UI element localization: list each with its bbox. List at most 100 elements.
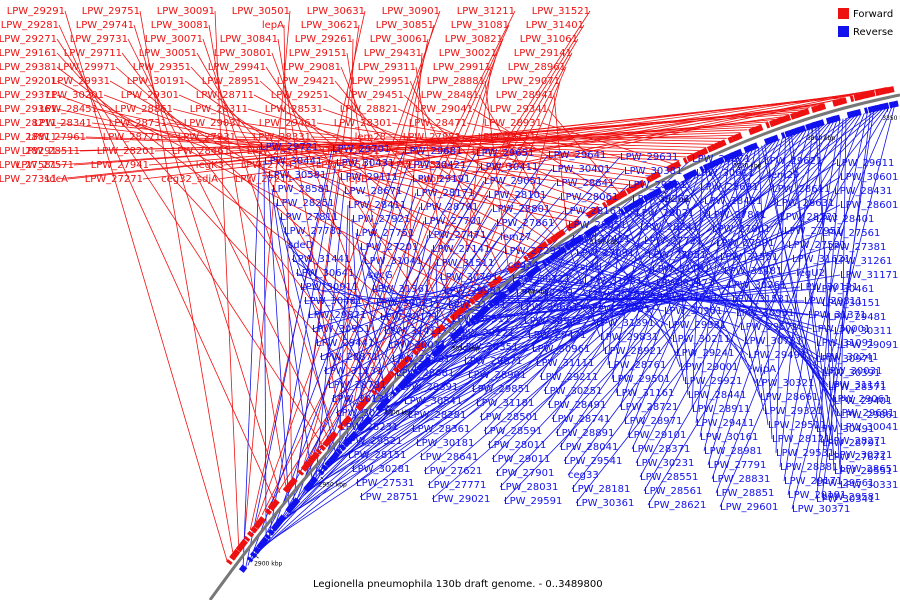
forward-gene-feature bbox=[232, 548, 241, 557]
reverse-gene-label: LPW_28041 bbox=[560, 442, 618, 453]
connector-line bbox=[731, 157, 769, 426]
tick-mark bbox=[736, 156, 739, 160]
connector-line bbox=[495, 122, 829, 474]
reverse-gene-label: LPW_31511 bbox=[436, 258, 494, 269]
reverse-gene-feature bbox=[587, 227, 595, 236]
forward-gene-label: LPW_28961 bbox=[508, 62, 566, 73]
forward-gene-label: LPW_28311 bbox=[190, 104, 248, 115]
connector-line bbox=[483, 151, 747, 432]
reverse-gene-feature bbox=[867, 106, 874, 113]
forward-gene-label: LPW_28331 bbox=[253, 132, 311, 143]
connector-line bbox=[392, 236, 501, 398]
reverse-gene-label: LPW_28441 bbox=[688, 390, 746, 401]
reverse-gene-label: LPW_28981 bbox=[704, 446, 762, 457]
forward-gene-label: LPW_28821 bbox=[340, 104, 398, 115]
connector-line bbox=[270, 164, 409, 536]
forward-gene-feature bbox=[370, 389, 378, 396]
reverse-gene-label: LPW_30441 bbox=[264, 156, 322, 167]
reverse-gene-feature bbox=[646, 192, 654, 200]
reverse-gene-label: LPW_29991 bbox=[592, 304, 650, 315]
forward-gene-label: LPW_29971 bbox=[58, 62, 116, 73]
reverse-gene-feature bbox=[719, 156, 725, 164]
reverse-gene-label: sdeD bbox=[288, 240, 314, 251]
connector-line bbox=[643, 113, 862, 492]
forward-gene-label: LPW_29071 bbox=[502, 76, 560, 87]
forward-gene-feature bbox=[549, 234, 558, 243]
reverse-gene-feature bbox=[468, 317, 476, 325]
forward-gene-label: LPW_28461 bbox=[172, 146, 230, 157]
forward-gene-label: LPW_29151 bbox=[289, 48, 347, 59]
reverse-gene-feature bbox=[267, 528, 275, 536]
forward-gene-feature bbox=[592, 205, 601, 215]
reverse-gene-label: LPW_29171 bbox=[784, 476, 842, 487]
reverse-gene-feature bbox=[404, 374, 414, 384]
forward-gene-feature bbox=[625, 187, 633, 195]
forward-gene-label: sidF bbox=[435, 146, 455, 157]
reverse-gene-label: LPW_28021 bbox=[636, 208, 694, 219]
connector-line bbox=[463, 218, 616, 362]
reverse-gene-label: LPW_28641 bbox=[420, 452, 478, 463]
forward-gene-label: LPW_28201 bbox=[97, 146, 155, 157]
reverse-gene-feature bbox=[513, 279, 522, 288]
connector-line bbox=[407, 164, 718, 416]
tick-mark bbox=[522, 283, 525, 287]
connector-line bbox=[335, 165, 715, 414]
forward-gene-feature bbox=[523, 255, 529, 262]
forward-gene-feature bbox=[243, 535, 251, 542]
reverse-gene-label: LPW_31261 bbox=[834, 256, 892, 267]
reverse-gene-label: LPW_28801 bbox=[492, 204, 550, 215]
forward-gene-feature bbox=[238, 538, 249, 549]
forward-gene-feature bbox=[765, 121, 771, 129]
reverse-gene-label: LPW_28871 bbox=[320, 352, 378, 363]
legend-forward-label: Forward bbox=[853, 9, 893, 20]
reverse-gene-feature bbox=[264, 533, 271, 540]
legend-reverse-swatch bbox=[838, 26, 849, 37]
forward-gene-feature bbox=[652, 171, 662, 180]
reverse-gene-label: LPW_31181 bbox=[476, 398, 534, 409]
forward-gene-feature bbox=[494, 275, 504, 284]
forward-gene-feature bbox=[780, 115, 789, 124]
reverse-gene-label: wipA bbox=[752, 364, 776, 375]
reverse-gene-label: LPW_29661 bbox=[520, 302, 578, 313]
connector-line bbox=[569, 248, 601, 338]
genome-backbone-arc bbox=[208, 93, 900, 600]
reverse-gene-label: LPW_28051 bbox=[568, 220, 626, 231]
tick-label: 3000 kbp bbox=[384, 410, 412, 417]
forward-gene-label: LPW_27581 bbox=[0, 160, 57, 171]
reverse-gene-feature bbox=[453, 329, 461, 338]
reverse-gene-label: LPW_30271 bbox=[336, 408, 394, 419]
forward-gene-label: LPW_28731 bbox=[109, 118, 167, 129]
forward-gene-feature bbox=[645, 175, 653, 184]
reverse-gene-label: LPW_31391 bbox=[596, 318, 654, 329]
forward-gene-label: LPW_27941 bbox=[91, 160, 149, 171]
forward-gene-feature bbox=[362, 395, 371, 405]
forward-gene-feature bbox=[465, 301, 472, 308]
connector-line bbox=[451, 270, 539, 320]
forward-gene-label: LPW_31211 bbox=[457, 6, 515, 17]
connector-line bbox=[815, 126, 841, 470]
connector-line bbox=[121, 52, 377, 386]
reverse-gene-label: LPW_29091 bbox=[840, 340, 898, 351]
connector-line bbox=[431, 109, 880, 500]
forward-gene-label: LPW_28511 bbox=[22, 146, 80, 157]
reverse-gene-label: LPW_31091 bbox=[816, 338, 874, 349]
reverse-gene-label: LPW_29521 bbox=[344, 436, 402, 447]
forward-gene-feature bbox=[717, 139, 727, 148]
reverse-gene-label: LPW_30301 bbox=[664, 306, 722, 317]
reverse-gene-label: LPW_31351 bbox=[448, 300, 506, 311]
connector-line bbox=[245, 148, 333, 569]
forward-gene-feature bbox=[790, 112, 796, 120]
connector-line bbox=[704, 169, 765, 412]
legend: Forward Reverse bbox=[838, 8, 893, 38]
forward-gene-label: LPW_30621 bbox=[301, 20, 359, 31]
forward-gene-label: LPW_29351 bbox=[133, 62, 191, 73]
reverse-gene-label: LPW_29831 bbox=[600, 332, 658, 343]
reverse-gene-label: LPW_29541 bbox=[564, 456, 622, 467]
reverse-gene-label: LPW_30001 bbox=[812, 324, 870, 335]
reverse-gene-label: LPW_29491 bbox=[748, 350, 806, 361]
connector-line bbox=[271, 52, 390, 374]
reverse-gene-label: LPW_28501 bbox=[480, 412, 538, 423]
reverse-gene-feature bbox=[639, 197, 645, 204]
tick-label: 3150 kbp bbox=[590, 239, 618, 246]
forward-gene-feature bbox=[271, 498, 280, 508]
